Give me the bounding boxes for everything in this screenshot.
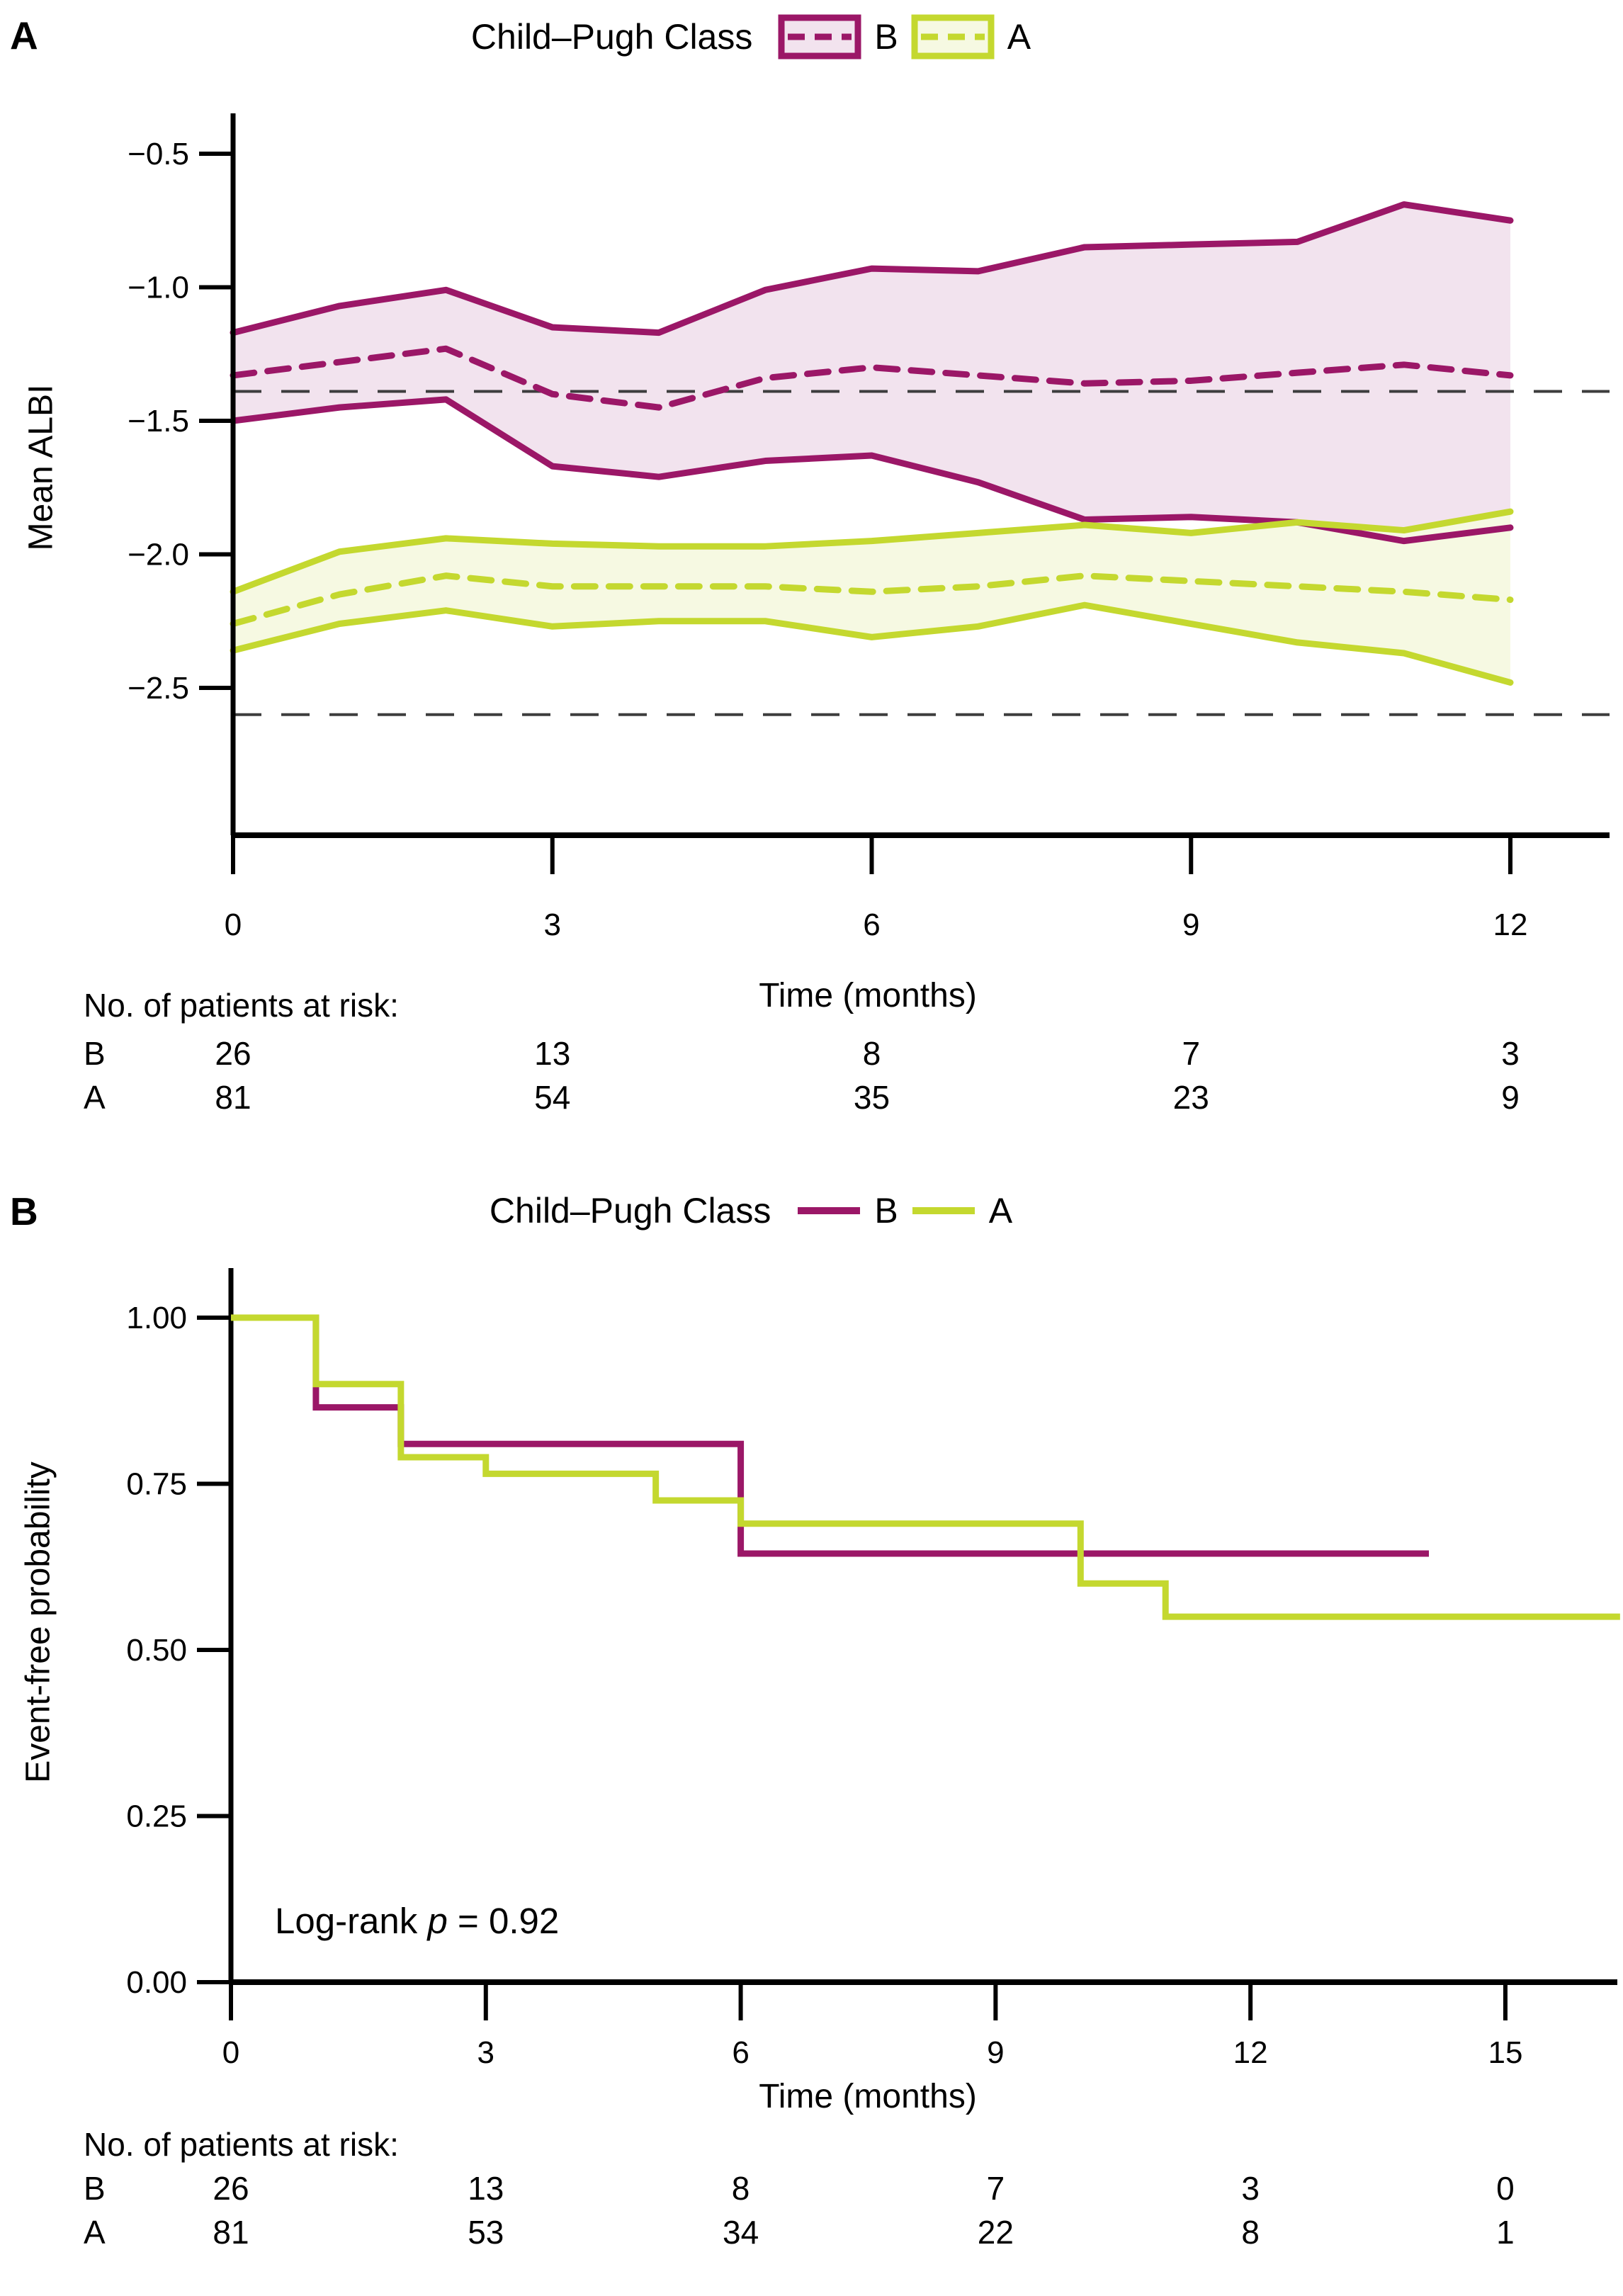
legend-line-swatch-A: [912, 1207, 975, 1214]
panel-b-x-tick-label: 6: [732, 2035, 749, 2070]
ci-upper-A: [230, 508, 1514, 595]
panel-a-x-axis-title: Time (months): [759, 977, 977, 1014]
risk-row-label: B: [84, 1035, 106, 1072]
legend-item-B: B: [796, 1190, 898, 1231]
km-curve-A: [231, 1314, 1620, 1620]
risk-value: 26: [215, 1035, 251, 1072]
log-rank-prefix: Log-rank: [275, 1901, 428, 1941]
panel-a-x-tick-label: 6: [863, 907, 880, 942]
legend-item-A: A: [911, 14, 1031, 60]
risk-row-B: B 26 13 8 7 3: [0, 1034, 1623, 1075]
ci-upper-B: [230, 201, 1514, 337]
panel-a-y-tick-label: −1.5: [128, 404, 189, 439]
panel-a-x-tick-label: 3: [544, 907, 561, 942]
risk-value: 13: [534, 1035, 571, 1072]
panel-b-x-tick-label: 0: [222, 2035, 239, 2070]
risk-value: 23: [1172, 1079, 1209, 1116]
panel-b-x-tick-label: 9: [987, 2035, 1004, 2070]
log-rank-p: p: [427, 1901, 448, 1941]
risk-value: 0: [1496, 2170, 1515, 2207]
risk-value: 3: [1501, 1035, 1520, 1072]
risk-row-B: B 26 13 8 7 3 0: [0, 2169, 1623, 2210]
panel-b-y-tick-label: 0.75: [126, 1467, 187, 1502]
panel-a-y-tick-label: −2.5: [128, 671, 189, 706]
panel-b-x-tick-label: 15: [1488, 2035, 1522, 2070]
risk-value: 9: [1501, 1079, 1520, 1116]
risk-value: 7: [1182, 1035, 1201, 1072]
legend-band-swatch-B: [778, 14, 861, 60]
risk-value: 22: [977, 2214, 1014, 2251]
risk-value: 35: [853, 1079, 890, 1116]
risk-row-label: A: [84, 1079, 106, 1116]
risk-value: 81: [215, 1079, 251, 1116]
panel-a-letter: A: [10, 13, 38, 57]
risk-value: 8: [862, 1035, 881, 1072]
panel-b-y-tick-label: 0.50: [126, 1633, 187, 1668]
risk-row-label: A: [84, 2214, 106, 2251]
risk-value: 3: [1241, 2170, 1260, 2207]
risk-value: 53: [468, 2214, 504, 2251]
risk-row-label: B: [84, 2170, 106, 2207]
legend-item-label: B: [874, 1191, 898, 1231]
panel-a-y-tick-label: −0.5: [128, 137, 189, 171]
legend-item-B: B: [778, 14, 898, 60]
risk-value: 13: [468, 2170, 504, 2207]
mean-line-A: [230, 572, 1514, 628]
legend-band-swatch-A: [911, 14, 995, 60]
risk-value: 8: [1241, 2214, 1260, 2251]
panel-b-letter: B: [10, 1189, 38, 1233]
risk-value: 81: [213, 2214, 249, 2251]
panel-b-legend-title: Child–Pugh Class: [489, 1191, 771, 1231]
log-rank-annotation: Log-rank p = 0.92: [275, 1900, 559, 1942]
mean-line-B: [230, 345, 1514, 411]
panel-a-x-tick-label: 12: [1493, 907, 1528, 942]
panel-b-y-axis-title: Event-free probability: [19, 1461, 57, 1783]
confidence-band-A: [233, 511, 1510, 683]
panel-b-y-tick-label: 0.25: [126, 1799, 187, 1834]
panel-a-y-tick-label: −2.0: [128, 538, 189, 572]
panel-a-legend-title: Child–Pugh Class: [470, 17, 753, 57]
ci-lower-A: [230, 601, 1514, 686]
panel-b-y-tick-label: 0.00: [126, 1965, 187, 2000]
panel-a-risk-title: No. of patients at risk:: [84, 987, 399, 1024]
panel-b-x-axis-title: Time (months): [759, 2078, 977, 2115]
panel-a-y-axis-title: Mean ALBI: [22, 384, 60, 551]
legend-item-A: A: [911, 1190, 1012, 1231]
panel-a-x-tick-label: 0: [225, 907, 242, 942]
log-rank-value: = 0.92: [447, 1901, 560, 1941]
panel-a-y-tick-label: −1.0: [128, 271, 189, 305]
panel-a-x-tick-label: 9: [1182, 907, 1199, 942]
legend-item-label: A: [1007, 17, 1031, 57]
risk-value: 26: [213, 2170, 249, 2207]
risk-value: 7: [986, 2170, 1005, 2207]
panel-b-y-tick-label: 1.00: [126, 1301, 187, 1335]
panel-b-risk-title: No. of patients at risk:: [84, 2126, 399, 2163]
risk-row-A: A 81 54 35 23 9: [0, 1078, 1623, 1119]
legend-item-label: B: [874, 17, 898, 57]
risk-value: 54: [534, 1079, 571, 1116]
risk-row-A: A 81 53 34 22 8 1: [0, 2213, 1623, 2254]
risk-value: 34: [722, 2214, 759, 2251]
legend-item-label: A: [988, 1191, 1013, 1231]
panel-b-x-tick-label: 12: [1233, 2035, 1268, 2070]
km-curve-B: [231, 1314, 1430, 1557]
confidence-band-B: [233, 204, 1510, 541]
risk-value: 1: [1496, 2214, 1515, 2251]
risk-value: 8: [731, 2170, 750, 2207]
panel-b-x-tick-label: 3: [477, 2035, 494, 2070]
legend-line-swatch-B: [798, 1207, 861, 1214]
